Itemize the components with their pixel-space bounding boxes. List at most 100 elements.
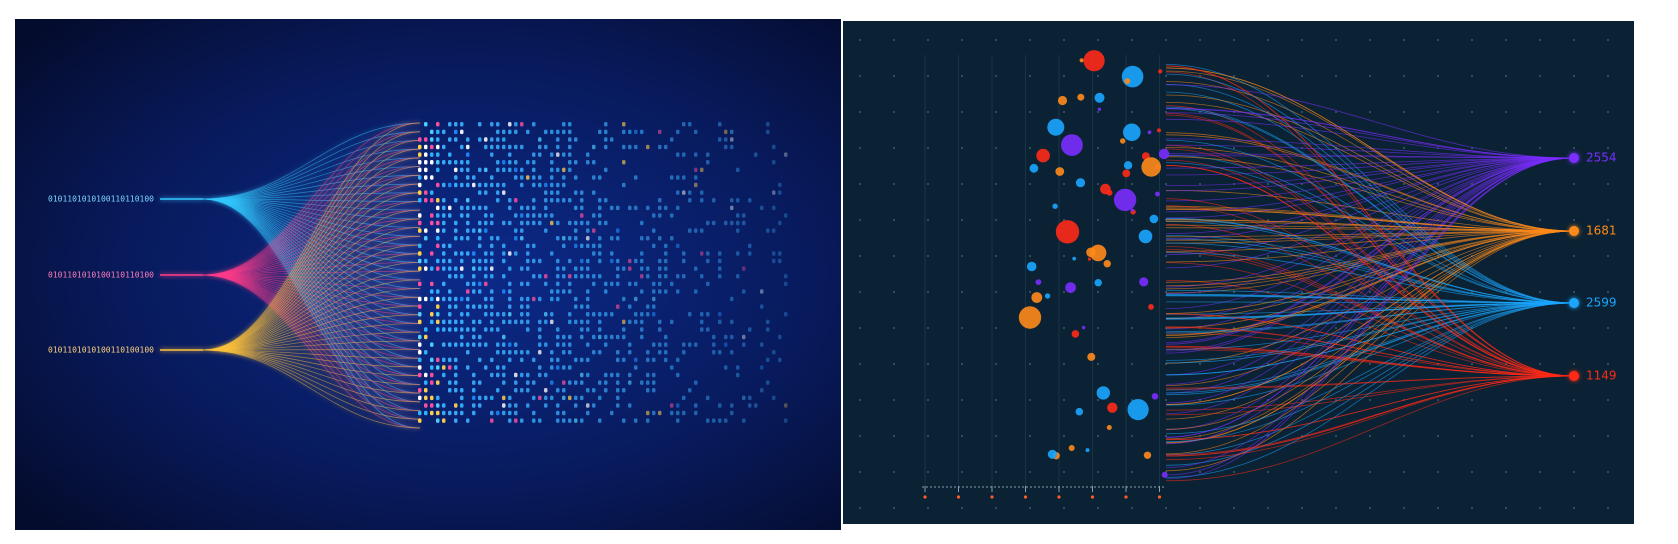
- data-cell: [436, 327, 440, 332]
- grid-dot: [1131, 507, 1133, 509]
- data-cell: [448, 296, 452, 302]
- data-cell: [694, 289, 698, 294]
- data-cell: [562, 274, 566, 279]
- grid-dot: [1301, 471, 1303, 473]
- data-cell: [454, 236, 458, 241]
- grid-dot: [961, 471, 963, 473]
- grid-dot: [1573, 291, 1575, 293]
- grid-dot: [961, 75, 963, 77]
- data-cell: [628, 144, 632, 150]
- data-cell: [442, 357, 446, 363]
- bubble: [1031, 292, 1043, 303]
- data-cell: [610, 137, 614, 142]
- data-cell: [430, 129, 434, 135]
- grid-dot: [995, 507, 997, 509]
- grid-dot: [1471, 111, 1473, 113]
- data-cell: [538, 319, 542, 325]
- data-cell: [502, 243, 506, 249]
- grid-dot: [859, 291, 861, 293]
- data-cell: [562, 395, 566, 401]
- data-cell: [478, 220, 482, 226]
- data-cell: [514, 380, 518, 385]
- data-cell: [490, 418, 494, 423]
- data-cell: [484, 304, 488, 309]
- grid-dot: [893, 183, 895, 185]
- data-cell: [592, 251, 596, 256]
- data-cell: [418, 258, 422, 264]
- data-cell: [532, 160, 536, 165]
- data-cell: [472, 304, 476, 309]
- data-cell: [784, 312, 788, 317]
- data-cell: [592, 388, 596, 393]
- flow-line: [1165, 230, 1575, 440]
- data-cell: [514, 342, 518, 347]
- data-cell: [652, 289, 656, 294]
- data-cell: [520, 312, 524, 317]
- grid-dot: [1335, 399, 1337, 401]
- grid-dot: [1267, 75, 1269, 77]
- data-cell: [610, 312, 614, 317]
- fan-line: [202, 157, 421, 200]
- data-cell: [478, 228, 482, 233]
- data-cell: [490, 304, 494, 309]
- data-cell: [472, 175, 476, 180]
- bubble: [1131, 208, 1135, 212]
- data-cell: [472, 182, 476, 188]
- flow-line: [1165, 162, 1575, 304]
- grid-dot: [1131, 147, 1133, 149]
- flow-line: [1165, 219, 1575, 232]
- data-cell: [442, 266, 446, 271]
- data-cell: [724, 144, 728, 150]
- data-cell: [640, 327, 644, 332]
- data-cell: [634, 129, 638, 135]
- data-cell: [574, 304, 578, 309]
- fan-line: [202, 235, 421, 276]
- data-cell: [490, 182, 494, 188]
- fan-line: [202, 244, 421, 351]
- grid-dot: [1573, 435, 1575, 437]
- data-cell: [556, 334, 560, 340]
- data-cell: [700, 190, 704, 195]
- grid-dot: [1029, 255, 1031, 257]
- data-cell: [430, 365, 434, 370]
- data-cell: [592, 175, 596, 180]
- data-cell: [502, 167, 506, 173]
- fan-line: [202, 157, 421, 276]
- data-cell: [772, 160, 776, 165]
- data-cell: [454, 296, 458, 302]
- grid-dot: [995, 183, 997, 185]
- data-cell: [568, 365, 572, 370]
- grid-dot: [1165, 399, 1167, 401]
- data-cell: [610, 410, 614, 416]
- data-cell: [568, 160, 572, 165]
- data-cell: [466, 205, 470, 211]
- data-cell: [688, 388, 692, 393]
- data-cell: [484, 342, 488, 347]
- fan-line: [202, 349, 421, 377]
- data-cell: [760, 205, 764, 211]
- data-cell: [718, 319, 722, 325]
- data-cell: [418, 342, 422, 347]
- data-cell: [484, 258, 488, 264]
- grid-dot: [1063, 39, 1065, 41]
- flow-line: [1165, 302, 1575, 391]
- data-cell: [490, 122, 494, 127]
- data-cell: [742, 334, 746, 340]
- data-cell: [508, 289, 512, 294]
- data-cell: [532, 395, 536, 401]
- data-cell: [442, 410, 446, 416]
- data-cell: [742, 418, 746, 423]
- left-panel: 0101101010100110110100 01011010101001101…: [48, 122, 788, 429]
- data-cell: [706, 281, 710, 287]
- grid-dot: [1131, 111, 1133, 113]
- data-cell: [502, 144, 506, 150]
- data-cell: [454, 228, 458, 233]
- data-cell: [544, 190, 548, 195]
- bubble: [1143, 451, 1152, 459]
- data-cell: [586, 152, 590, 157]
- data-cell: [430, 357, 434, 363]
- data-cell: [544, 198, 548, 203]
- data-cell: [784, 274, 788, 279]
- bubble: [1123, 123, 1141, 142]
- flow-line: [1165, 252, 1575, 304]
